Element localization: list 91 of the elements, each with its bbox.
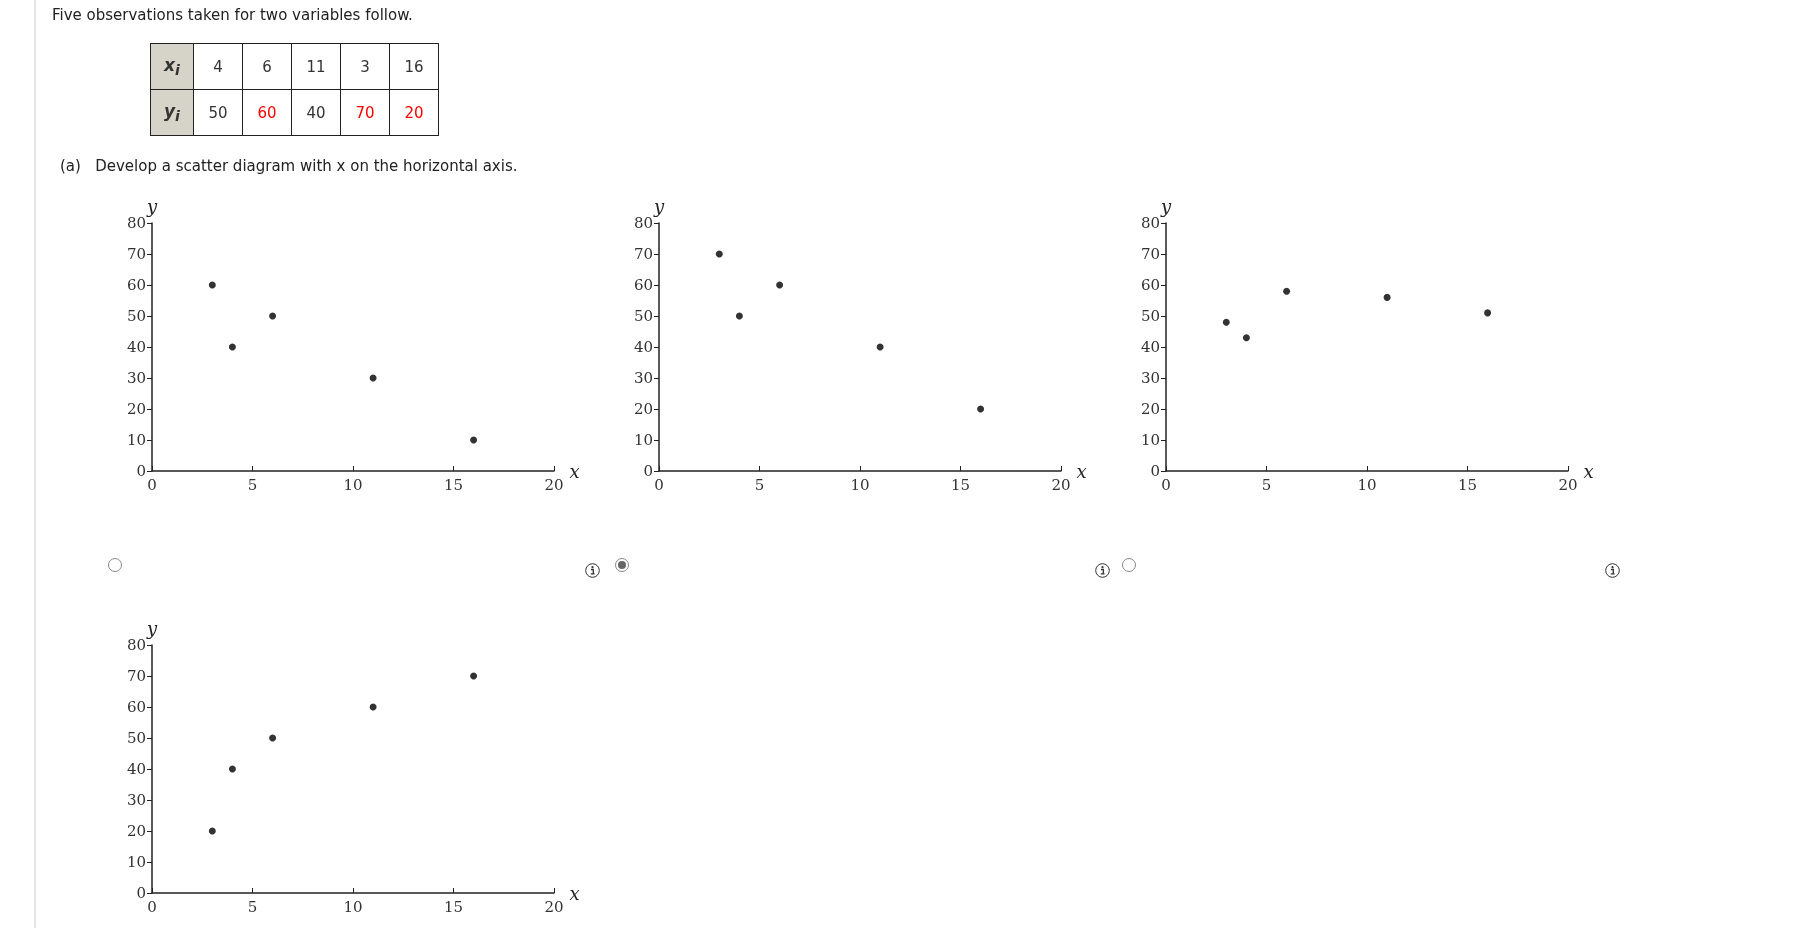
y-tick-label: 40: [1140, 338, 1160, 356]
x-tick-label: 10: [343, 897, 363, 916]
text: 3: [340, 43, 390, 90]
y-axis-title: y: [652, 196, 665, 218]
y-tick-label: 20: [1140, 400, 1160, 418]
text: Five observations taken for two variables follow.: [52, 6, 413, 24]
x-axis-title: x: [569, 460, 580, 482]
y-tick-label: 50: [1140, 307, 1160, 325]
y-tick-label: 50: [633, 307, 653, 325]
point: [228, 343, 236, 351]
text: 16: [389, 43, 439, 90]
x-axis-title: x: [1076, 460, 1087, 482]
y-axis-title: y: [1159, 196, 1172, 218]
x-tick-label: 15: [443, 897, 464, 916]
y-tick-label: 60: [126, 698, 146, 716]
point: [735, 312, 743, 320]
point: [208, 281, 216, 289]
x-tick-label: 10: [343, 475, 363, 494]
point: [1383, 293, 1391, 301]
point: [715, 250, 723, 258]
y-tick-label: 20: [633, 400, 653, 418]
x-tick-label: 5: [754, 475, 765, 494]
x-axis-title: x: [1583, 460, 1594, 482]
x-tick-label: 10: [1357, 475, 1377, 494]
y-tick-label: 80: [1140, 214, 1160, 232]
point: [269, 312, 277, 320]
y-tick-label: 30: [126, 369, 146, 387]
point: [269, 734, 277, 742]
y-tick-label: 0: [1150, 462, 1160, 480]
y-tick-label: 30: [633, 369, 653, 387]
point: [470, 672, 478, 680]
x-tick-label: 20: [1558, 475, 1578, 494]
text: 70: [340, 89, 390, 136]
point: [470, 436, 478, 444]
y-axis-title: y: [145, 196, 158, 218]
y-tick-label: 40: [633, 338, 653, 356]
x-tick-label: 15: [1457, 475, 1478, 494]
y-tick-label: 10: [126, 853, 146, 871]
y-tick-label: 0: [643, 462, 653, 480]
x-tick-label: 10: [850, 475, 870, 494]
y-tick-label: 50: [126, 729, 146, 747]
x-tick-label: 5: [247, 897, 258, 916]
y-tick-label: 80: [126, 636, 146, 654]
x-tick-label: 20: [544, 897, 564, 916]
y-tick-label: 30: [1140, 369, 1160, 387]
y-tick-label: 50: [126, 307, 146, 325]
y-axis-title: y: [145, 618, 158, 640]
y-tick-label: 10: [126, 431, 146, 449]
point: [228, 765, 236, 773]
point: [977, 405, 985, 413]
x-tick-label: 20: [544, 475, 564, 494]
point: [1222, 318, 1230, 326]
point: [208, 827, 216, 835]
text: 60: [242, 89, 292, 136]
y-tick-label: 30: [126, 791, 146, 809]
y-tick-label: 20: [126, 400, 146, 418]
text: 11: [291, 43, 341, 90]
y-tick-label: 80: [633, 214, 653, 232]
x-tick-label: 5: [1261, 475, 1272, 494]
x-tick-label: 5: [247, 475, 258, 494]
point: [1283, 287, 1291, 295]
x-tick-label: 20: [1051, 475, 1071, 494]
y-tick-label: 80: [126, 214, 146, 232]
y-tick-label: 70: [633, 245, 653, 263]
y-tick-label: 70: [126, 667, 146, 685]
text: 40: [291, 89, 341, 136]
text: x$_{i}$: [150, 43, 194, 90]
y-tick-label: 0: [136, 462, 146, 480]
x-tick-label: 15: [950, 475, 971, 494]
y-tick-label: 40: [126, 338, 146, 356]
x-axis-title: x: [569, 882, 580, 904]
point: [1484, 309, 1492, 317]
y-tick-label: 10: [1140, 431, 1160, 449]
y-tick-label: 60: [1140, 276, 1160, 294]
y-tick-label: 70: [1140, 245, 1160, 263]
text: 50: [193, 89, 243, 136]
y-tick-label: 0: [136, 884, 146, 902]
text: (a) Develop a scatter diagram with x on the horizontal axis.: [60, 157, 518, 175]
text: y$_{i}$: [150, 89, 194, 136]
y-tick-label: 10: [633, 431, 653, 449]
text: 20: [389, 89, 439, 136]
point: [1242, 334, 1250, 342]
text: 4: [193, 43, 243, 90]
x-tick-label: 15: [443, 475, 464, 494]
y-tick-label: 20: [126, 822, 146, 840]
y-tick-label: 70: [126, 245, 146, 263]
y-tick-label: 40: [126, 760, 146, 778]
y-tick-label: 60: [633, 276, 653, 294]
point: [776, 281, 784, 289]
y-tick-label: 60: [126, 276, 146, 294]
text: 6: [242, 43, 292, 90]
